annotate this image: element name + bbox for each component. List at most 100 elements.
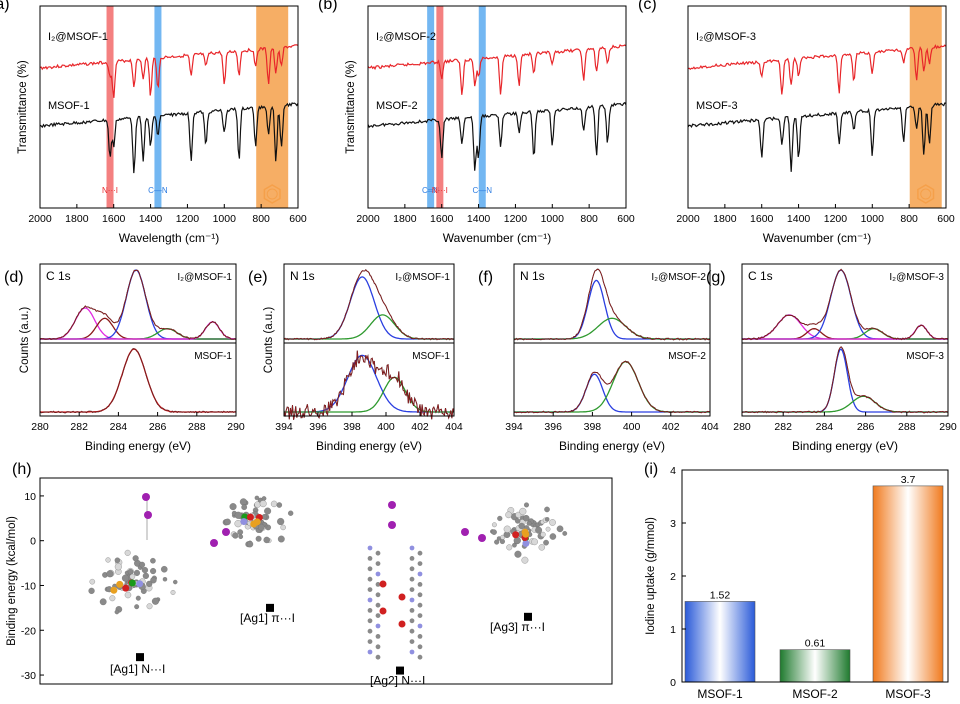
atom xyxy=(497,515,503,522)
atom xyxy=(417,592,423,598)
x-axis-label: Wavenumber (cm⁻¹) xyxy=(443,231,552,245)
series-label: MSOF-1 xyxy=(412,351,450,362)
atom xyxy=(237,529,244,536)
atom xyxy=(545,526,551,532)
atom xyxy=(518,522,525,530)
atom xyxy=(133,569,141,576)
data-point xyxy=(396,666,404,675)
atom xyxy=(549,533,557,540)
atom xyxy=(417,644,423,650)
atom xyxy=(259,500,267,508)
atom xyxy=(375,571,381,577)
panel-d: 280 282 284 286 288 290 (d) C 1s I₂@MSOF-1 MSOF-1… xyxy=(4,269,245,453)
panel-label: (a) xyxy=(0,0,10,13)
atom xyxy=(114,557,121,564)
series-line-bottom xyxy=(367,101,627,171)
atom xyxy=(139,561,146,568)
atom xyxy=(514,518,521,524)
atom xyxy=(246,540,254,548)
x-tick-label: 394 xyxy=(275,421,293,433)
atom xyxy=(521,556,529,564)
panel-label: (d) xyxy=(4,269,24,286)
benzene-icon xyxy=(263,184,281,204)
molecule-ag3-pi xyxy=(461,502,568,564)
atom xyxy=(162,577,168,582)
series-line-top xyxy=(367,44,627,95)
x-tick-label: 1000 xyxy=(213,213,237,225)
atom xyxy=(524,502,529,508)
bar xyxy=(779,649,851,683)
x-tick-label: MSOF-1 xyxy=(697,687,743,701)
atom xyxy=(367,576,373,582)
atom xyxy=(229,503,237,511)
atom xyxy=(276,502,283,508)
atom xyxy=(409,649,415,655)
atom xyxy=(277,517,285,526)
atom xyxy=(277,535,285,543)
atom xyxy=(544,506,550,513)
panel-b: C═NN···I C—N 2000 1800 1600 1400 1200 1000 800 60… xyxy=(318,0,635,245)
x-tick-label: 402 xyxy=(662,421,680,433)
metal-atom xyxy=(379,607,387,615)
y-tick-label: 10 xyxy=(24,491,36,503)
y-tick-label: 0 xyxy=(670,677,676,689)
atom xyxy=(367,618,373,624)
x-tick-label: 1800 xyxy=(393,213,417,225)
x-tick-label: 286 xyxy=(149,421,167,433)
bar xyxy=(684,601,756,683)
y-tick-label: -30 xyxy=(21,670,36,682)
raw-data-line xyxy=(513,360,711,414)
atom xyxy=(264,507,272,515)
plot-frame xyxy=(741,263,949,417)
data-point xyxy=(524,612,532,621)
molecule-ag1-n xyxy=(88,493,178,615)
atom xyxy=(409,545,415,551)
atom xyxy=(499,538,505,545)
band-label: N···I xyxy=(102,186,118,195)
metal-atom xyxy=(398,593,406,601)
y-axis-label: Iodine uptake (g/mmol) xyxy=(645,517,657,635)
iodine-atom xyxy=(461,528,469,536)
x-tick-label: 398 xyxy=(584,421,602,433)
plot-frame xyxy=(367,5,627,209)
atom xyxy=(375,634,381,639)
atom xyxy=(241,504,248,511)
atom xyxy=(367,545,373,551)
atom xyxy=(409,556,415,561)
atom xyxy=(375,592,381,598)
atom xyxy=(114,563,122,571)
atom xyxy=(526,520,532,526)
benzene-icon xyxy=(917,184,935,204)
atom xyxy=(375,561,381,566)
point-label: [Ag1] N···I xyxy=(110,662,165,676)
atom xyxy=(514,550,522,558)
x-tick-label: 282 xyxy=(774,421,792,433)
atom xyxy=(417,602,423,608)
x-axis-label: Binding energy (eV) xyxy=(85,439,191,453)
series-label: MSOF-1 xyxy=(194,351,232,362)
panel-g: 280 282 284 286 288 290 (g) C 1s I₂@MSOF-3 MSOF-3… xyxy=(706,268,957,453)
atom xyxy=(134,604,140,610)
x-tick-label: MSOF-3 xyxy=(885,687,931,701)
x-tick-label: 290 xyxy=(227,421,245,433)
atom xyxy=(135,595,141,601)
data-point xyxy=(266,603,274,612)
x-tick-label: 2000 xyxy=(356,213,380,225)
atom xyxy=(503,525,511,533)
x-tick-label: 1800 xyxy=(713,213,737,225)
atom xyxy=(127,568,134,575)
fit-peak xyxy=(284,276,454,340)
panel-label: (h) xyxy=(12,461,32,478)
atom xyxy=(114,609,120,615)
atom xyxy=(417,571,423,577)
atom xyxy=(409,576,415,582)
x-tick-label: 282 xyxy=(70,421,88,433)
series-line-top xyxy=(687,44,947,95)
atom xyxy=(132,555,139,562)
atom xyxy=(367,556,373,561)
series-line-bottom xyxy=(687,102,947,172)
plot-frame xyxy=(39,477,613,685)
atom xyxy=(129,573,136,580)
atom xyxy=(99,598,107,606)
atom xyxy=(270,500,278,508)
